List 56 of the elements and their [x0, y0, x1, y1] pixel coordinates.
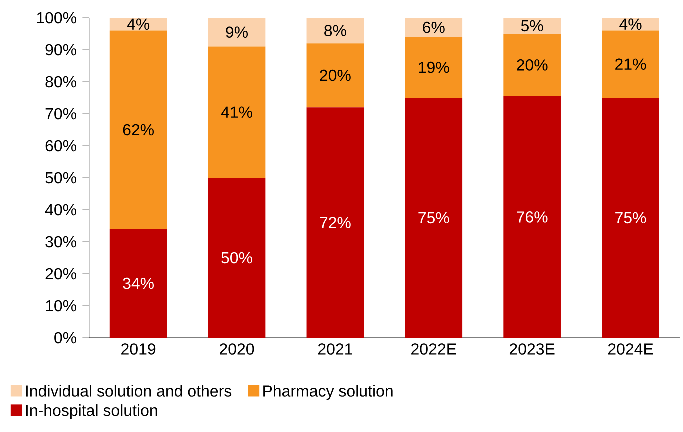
bar [602, 18, 660, 31]
y-tick-label: 70% [46, 108, 76, 120]
legend-label: Pharmacy solution [264, 385, 393, 400]
y-tick-label: 90% [46, 44, 76, 56]
data-label: 4% [620, 18, 642, 30]
bar [504, 18, 561, 34]
data-label: 50% [222, 252, 252, 264]
data-label: 41% [221, 106, 252, 118]
bar [110, 18, 168, 31]
y-tick-label: 100% [37, 12, 76, 24]
bar [405, 18, 463, 38]
bar [208, 178, 266, 338]
data-label: 34% [123, 278, 154, 290]
x-tick-label: 2019 [122, 344, 156, 355]
y-tick-label: 0% [54, 332, 76, 344]
y-tick-label: 40% [45, 204, 76, 216]
data-label: 8% [324, 25, 346, 36]
bar [504, 34, 561, 96]
bar [602, 30, 660, 98]
x-tick-label: 2023E [510, 344, 555, 355]
bar [504, 96, 561, 338]
data-label: 20% [320, 70, 351, 82]
data-label: 20% [517, 60, 548, 71]
y-tick-label: 80% [46, 76, 76, 88]
bar [208, 18, 266, 47]
bar [405, 98, 463, 338]
y-tick-label: 30% [46, 236, 76, 248]
bar [306, 18, 364, 44]
legend-label: Individual solution and others [26, 385, 232, 397]
data-label: 75% [616, 212, 646, 224]
data-label: 9% [226, 26, 248, 38]
x-tick-label: 2024E [608, 344, 654, 355]
bar [306, 108, 364, 338]
data-label: 6% [423, 22, 445, 34]
data-label: 72% [320, 217, 351, 228]
x-tick-label: 2020 [220, 344, 254, 355]
data-label: 4% [127, 18, 150, 30]
y-tick-label: 10% [46, 300, 76, 312]
bar [110, 229, 168, 338]
y-tick-label: 50% [46, 172, 76, 184]
data-label: 19% [419, 62, 450, 74]
data-label: 76% [517, 212, 548, 223]
bar [405, 37, 463, 98]
bar [110, 30, 168, 230]
data-label: 62% [123, 124, 154, 136]
bar [208, 46, 266, 178]
x-tick-label: 2022E [412, 344, 456, 355]
bar [306, 44, 364, 108]
legend-label: In-hospital solution [26, 404, 158, 420]
data-label: 75% [418, 212, 450, 224]
x-tick-label: 2021 [318, 344, 352, 355]
y-tick-label: 60% [46, 140, 76, 152]
y-tick-label: 20% [46, 268, 76, 280]
data-label: 21% [616, 58, 646, 70]
data-label: 5% [521, 20, 544, 32]
bar [602, 98, 660, 338]
